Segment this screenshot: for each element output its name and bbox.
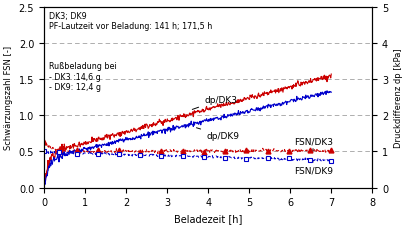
Text: dp/DK9: dp/DK9: [197, 128, 239, 141]
Text: FSN/DK9: FSN/DK9: [294, 161, 333, 174]
X-axis label: Beladezeit [h]: Beladezeit [h]: [174, 213, 242, 223]
Y-axis label: Schwärzungszahl FSN [-]: Schwärzungszahl FSN [-]: [4, 46, 13, 150]
Text: Rußbeladung bei
- DK3 :14,6 g
- DK9: 12,4 g: Rußbeladung bei - DK3 :14,6 g - DK9: 12,…: [49, 62, 117, 92]
Y-axis label: Druckdifferenz dp [kPa]: Druckdifferenz dp [kPa]: [394, 48, 403, 148]
Text: FSN/DK3: FSN/DK3: [294, 137, 333, 151]
Text: DK3; DK9
PF-Lautzeit vor Beladung: 141 h; 171,5 h: DK3; DK9 PF-Lautzeit vor Beladung: 141 h…: [49, 12, 212, 31]
Text: dp/DK3: dp/DK3: [192, 96, 237, 110]
